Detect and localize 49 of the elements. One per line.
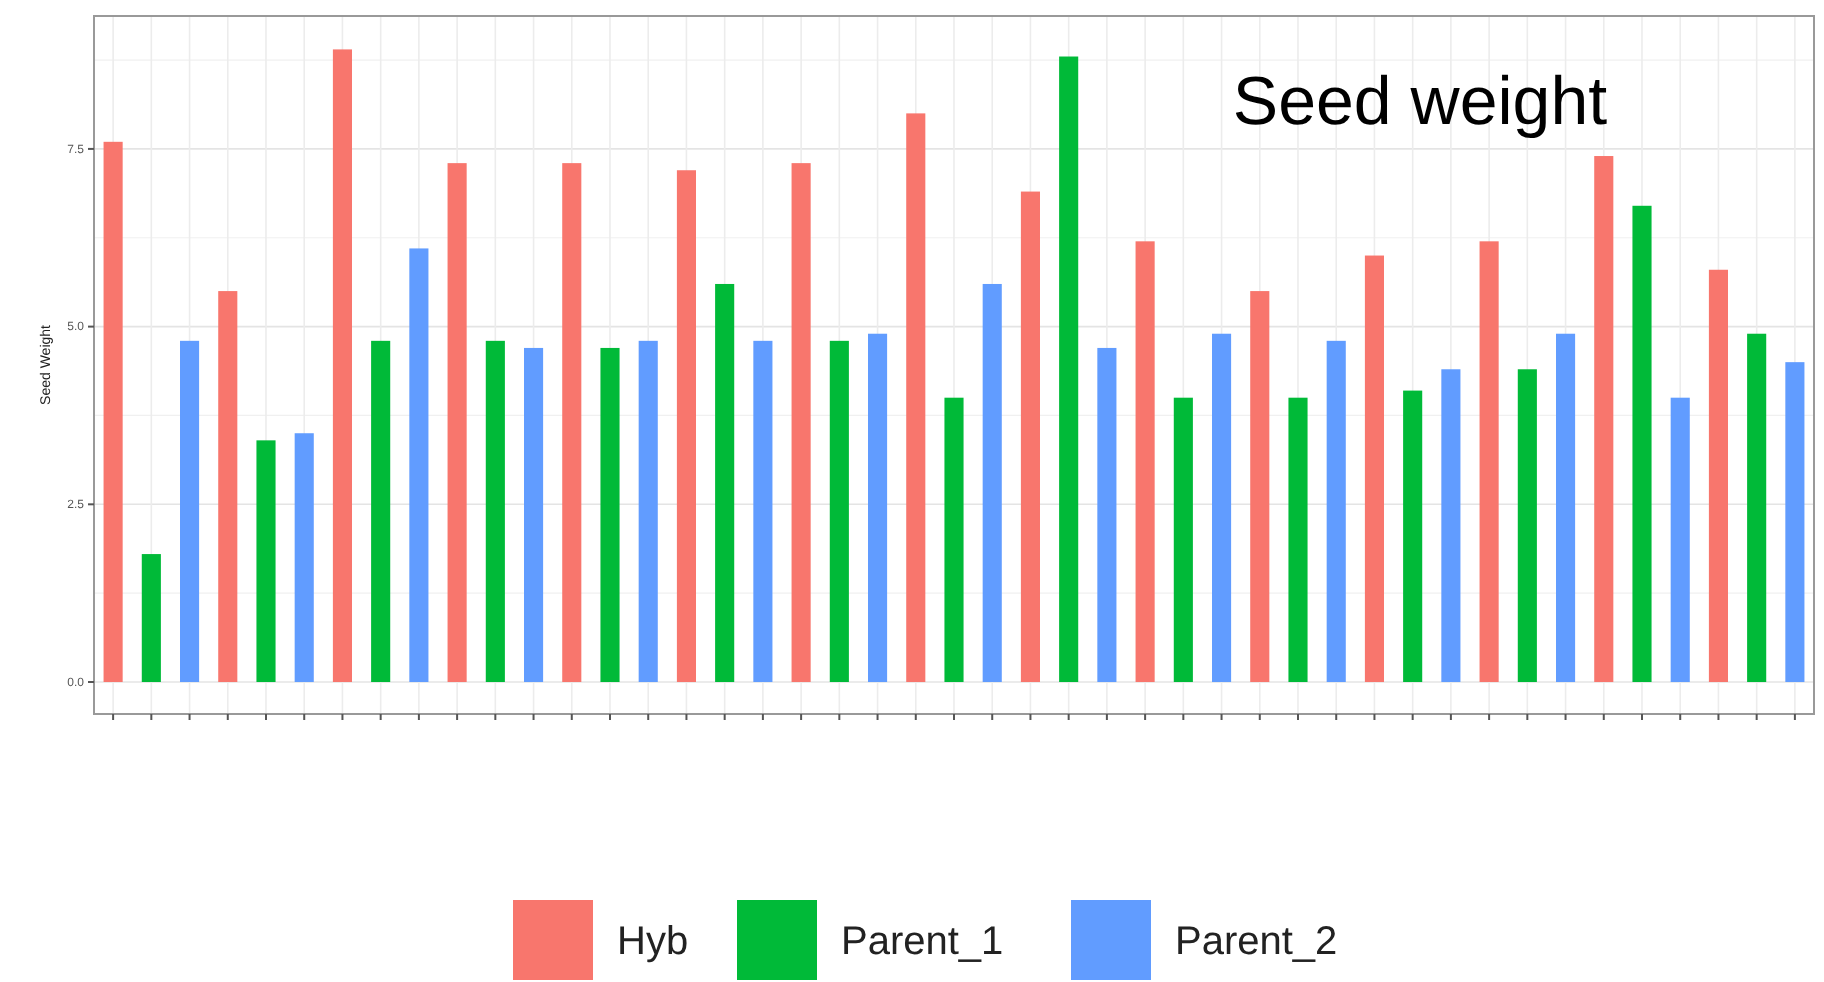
bar: [485, 340, 505, 683]
bar: [1288, 397, 1308, 683]
bar: [256, 440, 276, 683]
legend-label: Parent_2: [1175, 920, 1338, 964]
bar: [1097, 347, 1117, 683]
bar: [1403, 390, 1423, 683]
legend-label: Hyb: [617, 920, 689, 964]
bar: [982, 283, 1002, 683]
bar: [1212, 333, 1232, 683]
bar: [1250, 291, 1270, 683]
bar: [1135, 241, 1155, 683]
bar: [371, 340, 391, 683]
bar: [1632, 205, 1652, 683]
bar: [218, 291, 238, 683]
bar: [1747, 333, 1767, 683]
bar: [409, 248, 429, 683]
bar: [906, 113, 926, 683]
bar: [1364, 255, 1384, 683]
bar: [1326, 340, 1346, 683]
bar: [1517, 369, 1537, 683]
bar: [829, 340, 849, 683]
bar: [1670, 397, 1690, 683]
bar: [1441, 369, 1461, 683]
bar: [562, 163, 582, 683]
bar: [944, 397, 964, 683]
bar: [753, 340, 773, 683]
bar: [1594, 156, 1614, 683]
bar: [103, 141, 123, 683]
bar: [1785, 362, 1805, 683]
bar: [1173, 397, 1193, 683]
bar: [332, 49, 352, 683]
bar: [1020, 191, 1040, 683]
bar: [638, 340, 658, 683]
bar: [447, 163, 467, 683]
bar: [294, 433, 314, 683]
bar: [141, 554, 161, 683]
bar: [715, 283, 735, 683]
bar: [1479, 241, 1499, 683]
bar: [791, 163, 811, 683]
text: Seed weight: [1232, 64, 1609, 140]
bar: [1059, 56, 1079, 683]
bar: [180, 340, 200, 683]
bar: [676, 170, 696, 683]
bar: [868, 333, 888, 683]
bar: [1708, 269, 1728, 683]
bar: [600, 347, 620, 683]
bar: [1556, 333, 1576, 683]
bar: [524, 347, 544, 683]
legend-label: Parent_1: [841, 920, 1004, 964]
